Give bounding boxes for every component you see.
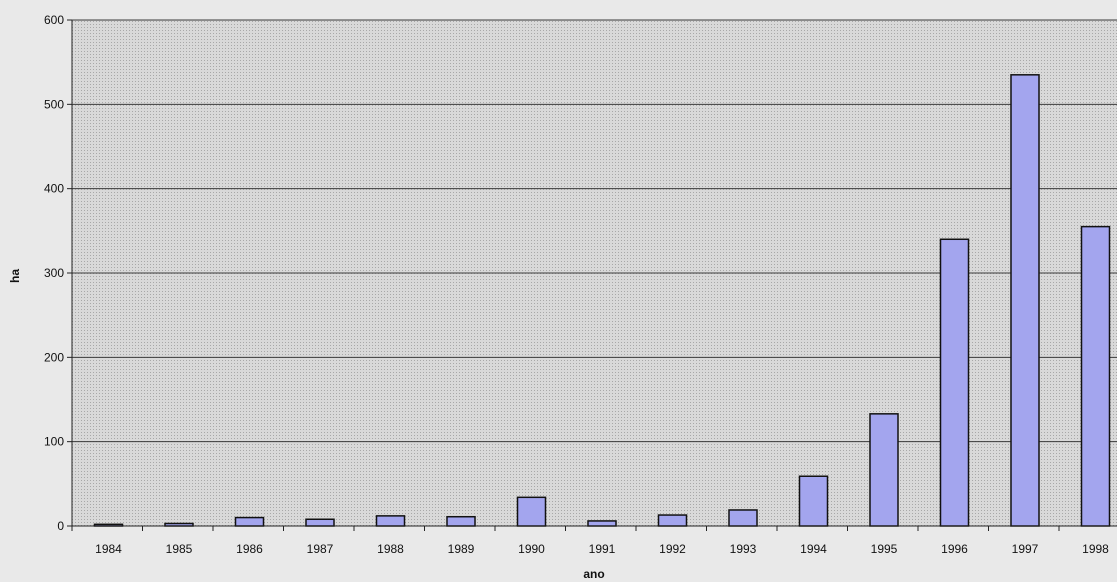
y-tick-label: 100 (44, 435, 64, 449)
bar-1994 (798, 475, 829, 527)
gridlines (72, 19, 1117, 443)
x-tick-label: 1992 (659, 542, 686, 556)
x-tick-label: 1996 (941, 542, 968, 556)
bar-1996 (939, 238, 970, 527)
x-axis-title: ano (583, 567, 604, 581)
y-tick-label: 600 (44, 13, 64, 27)
bar-1987 (305, 518, 335, 527)
bar-1991 (587, 520, 617, 527)
x-tick-label: 1994 (800, 542, 827, 556)
x-tick-label: 1990 (518, 542, 545, 556)
x-tick-label: 1984 (95, 542, 122, 556)
x-tick-labels: 1984 1985 1986 1987 1988 1989 1990 1991 1992 1993… (71, 526, 1109, 556)
x-tick-label: 1988 (377, 542, 404, 556)
bar-1995 (869, 413, 899, 527)
bar-1986 (234, 516, 265, 527)
bar-1993 (728, 509, 758, 527)
bar-1989 (446, 515, 476, 527)
y-tick-label: 200 (44, 350, 64, 364)
x-tick-label: 1987 (307, 542, 334, 556)
x-tick-label: 1995 (871, 542, 898, 556)
x-tick-label: 1991 (589, 542, 616, 556)
bar-1992 (657, 514, 688, 527)
x-tick-label: 1986 (236, 542, 263, 556)
y-tick-label: 0 (57, 519, 64, 533)
y-tick-label: 400 (44, 182, 64, 196)
bar-1990 (516, 496, 547, 527)
y-tick-label: 300 (44, 266, 64, 280)
y-tick-labels: 0 100 200 300 400 500 600 (44, 13, 72, 533)
bar-1997 (1010, 74, 1040, 527)
y-axis-title: ha (8, 269, 22, 283)
bar-1998 (1080, 225, 1111, 527)
bar-1988 (375, 515, 406, 527)
x-tick-label: 1985 (166, 542, 193, 556)
x-tick-label: 1993 (730, 542, 757, 556)
y-tick-label: 500 (44, 97, 64, 111)
x-tick-label: 1989 (448, 542, 475, 556)
x-tick-label: 1997 (1012, 542, 1039, 556)
x-tick-label: 1998 (1082, 542, 1109, 556)
